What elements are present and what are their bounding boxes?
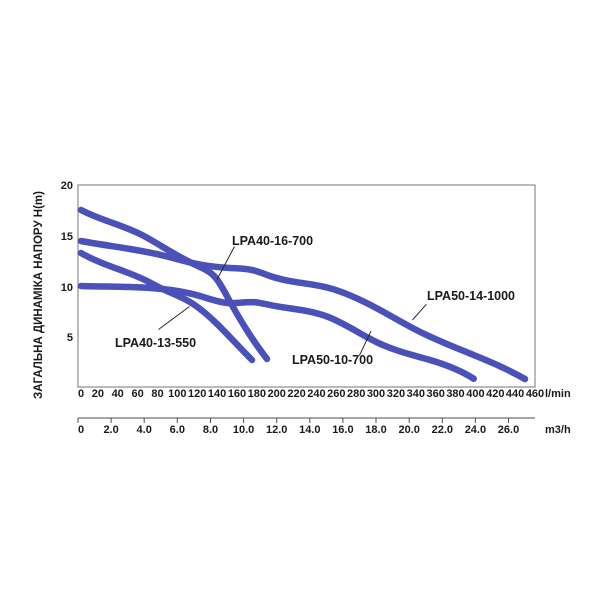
svg-text:260: 260 [327,388,345,400]
svg-text:10.0: 10.0 [233,424,254,436]
svg-text:0: 0 [78,424,84,436]
svg-text:12.0: 12.0 [266,424,287,436]
svg-text:m3/h: m3/h [545,424,571,436]
svg-text:16.0: 16.0 [332,424,353,436]
svg-text:360: 360 [427,388,445,400]
svg-text:14.0: 14.0 [299,424,320,436]
svg-text:440: 440 [506,388,524,400]
svg-text:0: 0 [78,388,84,400]
svg-text:LPA50-10-700: LPA50-10-700 [292,353,373,367]
svg-text:100: 100 [168,388,186,400]
svg-text:220: 220 [287,388,305,400]
svg-text:160: 160 [228,388,246,400]
svg-text:60: 60 [131,388,143,400]
svg-text:26.0: 26.0 [498,424,519,436]
svg-text:140: 140 [208,388,226,400]
svg-text:80: 80 [151,388,163,400]
svg-text:460: 460 [526,388,544,400]
svg-text:340: 340 [407,388,425,400]
svg-text:2.0: 2.0 [103,424,118,436]
svg-text:280: 280 [347,388,365,400]
svg-text:LPA40-16-700: LPA40-16-700 [232,234,313,248]
svg-text:LPA40-13-550: LPA40-13-550 [115,336,196,350]
svg-text:200: 200 [268,388,286,400]
svg-text:18.0: 18.0 [365,424,386,436]
svg-text:20: 20 [61,180,73,192]
svg-text:4.0: 4.0 [137,424,152,436]
svg-text:8.0: 8.0 [203,424,218,436]
svg-text:10: 10 [61,282,73,294]
svg-text:380: 380 [446,388,464,400]
svg-text:240: 240 [307,388,325,400]
svg-text:180: 180 [248,388,266,400]
svg-text:22.0: 22.0 [432,424,453,436]
svg-text:20: 20 [92,388,104,400]
svg-text:120: 120 [188,388,206,400]
svg-text:20.0: 20.0 [398,424,419,436]
svg-text:24.0: 24.0 [465,424,486,436]
svg-text:5: 5 [67,332,73,344]
svg-text:l/min: l/min [545,388,571,400]
svg-text:400: 400 [466,388,484,400]
svg-text:420: 420 [486,388,504,400]
svg-text:300: 300 [367,388,385,400]
svg-text:15: 15 [61,231,73,243]
svg-text:LPA50-14-1000: LPA50-14-1000 [427,289,515,303]
svg-text:6.0: 6.0 [170,424,185,436]
svg-text:ЗАГАЛЬНА ДИНАМІКА НАПОРУ H(m): ЗАГАЛЬНА ДИНАМІКА НАПОРУ H(m) [33,191,45,399]
svg-text:40: 40 [112,388,124,400]
svg-text:320: 320 [387,388,405,400]
